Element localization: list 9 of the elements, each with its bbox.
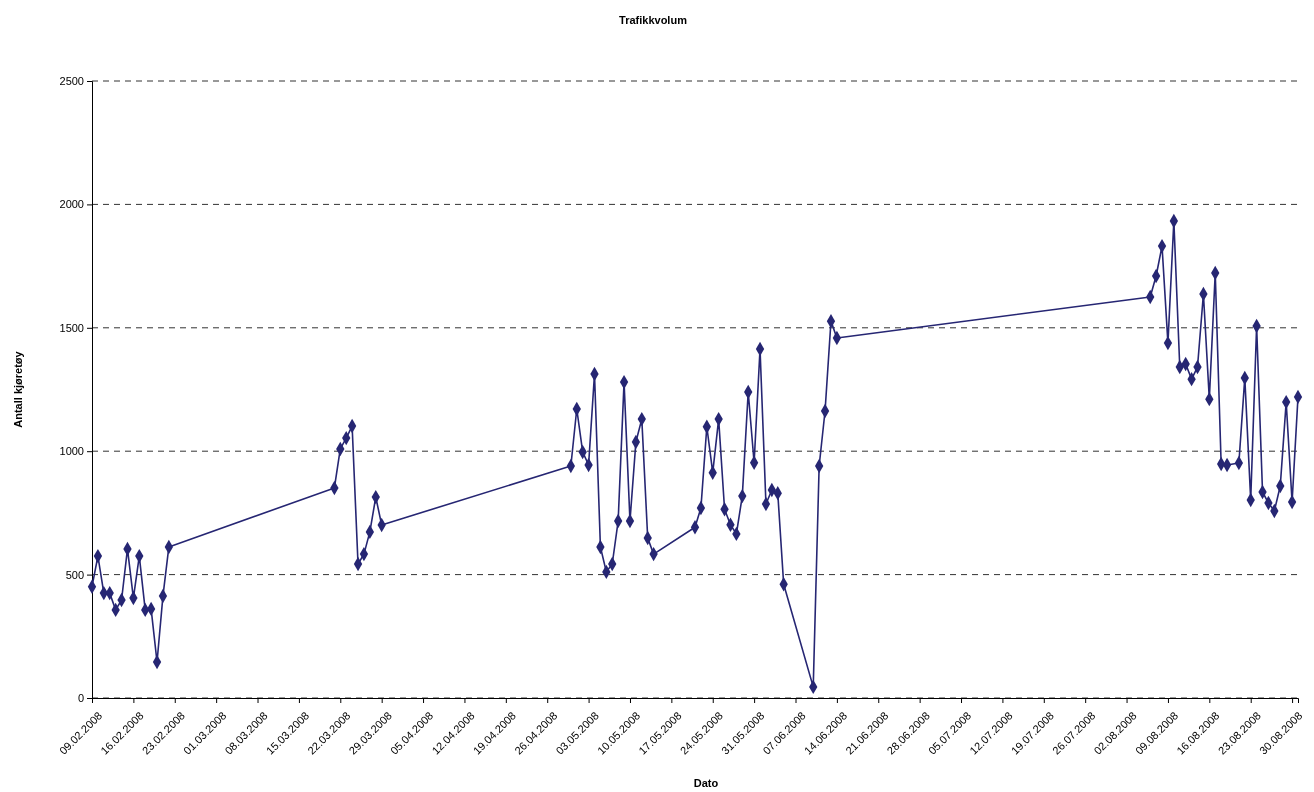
- y-tick-label: 500: [65, 568, 84, 581]
- y-tick-label: 1500: [59, 321, 84, 334]
- x-axis-title: Dato: [693, 777, 719, 789]
- y-tick-label: 0: [77, 692, 84, 705]
- y-axis-title: Antall kjøretøy: [12, 350, 24, 428]
- y-tick-label: 2000: [59, 198, 84, 211]
- y-tick-label: 1000: [59, 445, 84, 458]
- y-tick-label: 2500: [59, 75, 84, 88]
- chart-title: Trafikkvolum: [619, 14, 688, 26]
